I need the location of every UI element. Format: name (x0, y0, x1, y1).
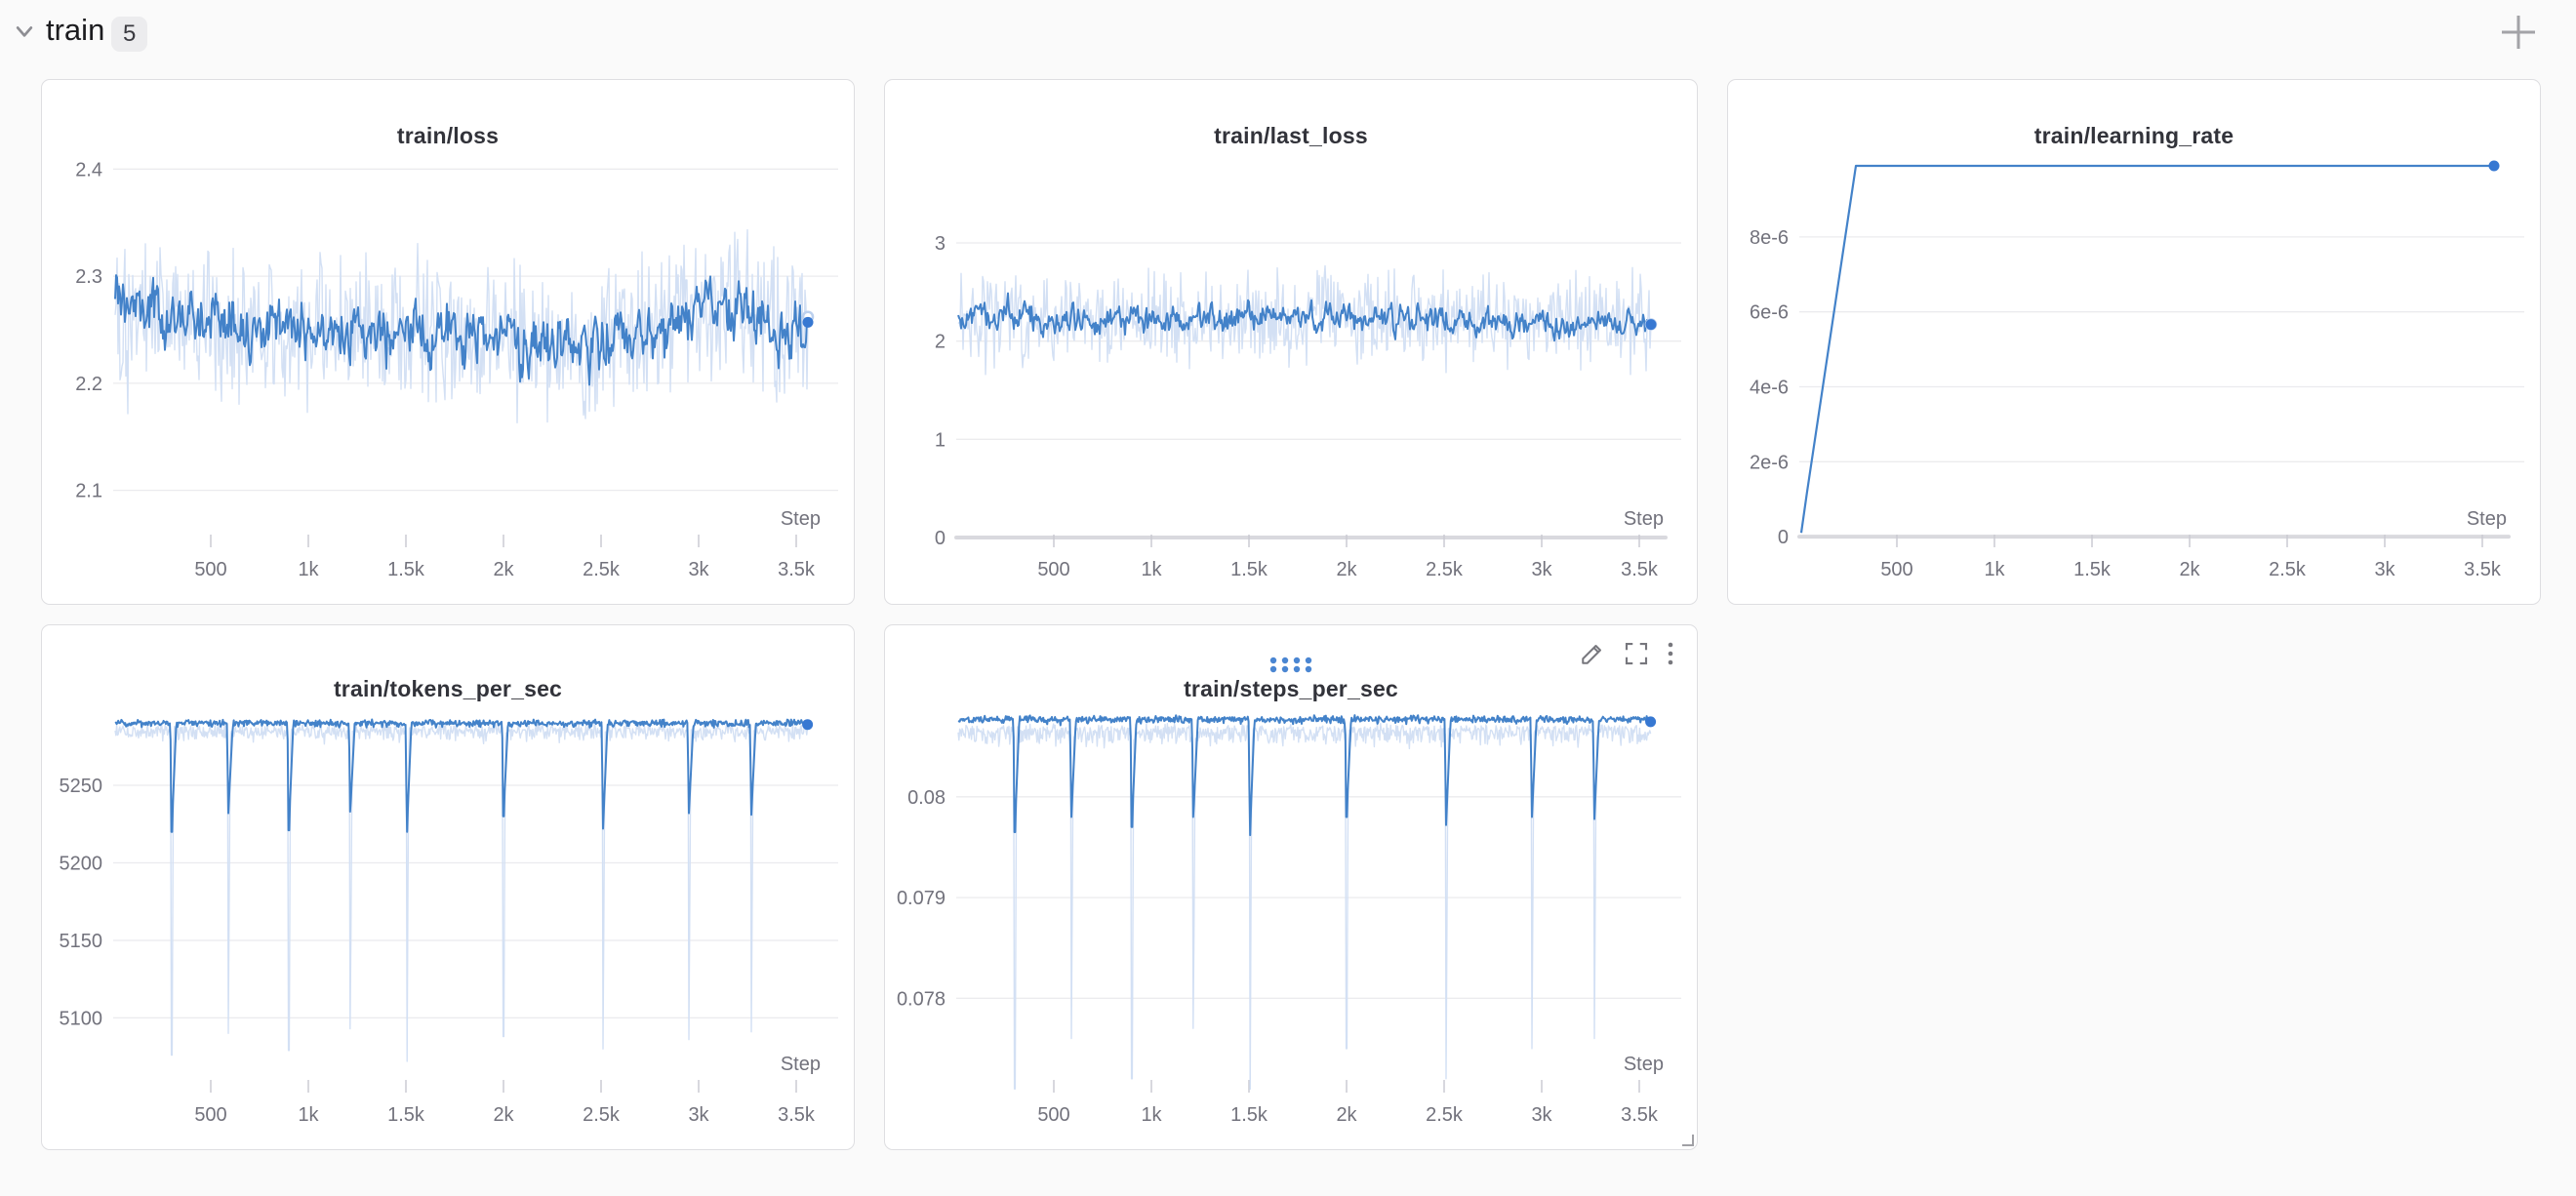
svg-text:2k: 2k (493, 559, 514, 580)
svg-text:500: 500 (1880, 559, 1912, 580)
svg-text:3k: 3k (2374, 559, 2395, 580)
svg-text:3k: 3k (688, 559, 709, 580)
section-header: train 5 (0, 0, 2576, 76)
svg-text:3k: 3k (688, 1104, 709, 1126)
svg-text:1k: 1k (1141, 559, 1162, 580)
svg-text:500: 500 (1037, 559, 1069, 580)
svg-text:2.5k: 2.5k (583, 559, 621, 580)
drag-handle-icon[interactable] (1268, 656, 1314, 674)
svg-text:2k: 2k (493, 1104, 514, 1126)
svg-text:1.5k: 1.5k (1230, 559, 1268, 580)
panel-train-steps-per-sec: 0.08 0.079 0.078 500 1k 1.5k 2k 2.5k 3k 3.5k Step … (884, 624, 1698, 1150)
panel-count-badge: 5 (111, 17, 148, 52)
svg-text:3: 3 (935, 233, 946, 255)
chart-title: train/last_loss (1214, 123, 1368, 148)
chart-canvas[interactable]: 5250 5200 5150 5100 500 1k 1.5k 2k 2.5k 3k 3.5k Ste… (42, 625, 856, 1151)
svg-text:1k: 1k (298, 559, 319, 580)
svg-text:1k: 1k (1141, 1104, 1162, 1126)
svg-text:Step: Step (1624, 508, 1664, 530)
svg-text:5100: 5100 (60, 1008, 103, 1029)
svg-text:3k: 3k (1531, 559, 1552, 580)
svg-text:500: 500 (194, 1104, 226, 1126)
svg-text:4e-6: 4e-6 (1750, 377, 1789, 398)
svg-text:5150: 5150 (60, 931, 103, 952)
svg-text:2.1: 2.1 (75, 481, 102, 502)
chart-canvas[interactable]: 2.4 2.3 2.2 2.1 500 1k 1.5k 2k 2.5k 3k 3.5k Step (42, 80, 856, 606)
svg-text:5200: 5200 (60, 853, 103, 874)
panel-toolbar (1578, 639, 1675, 668)
svg-text:500: 500 (1037, 1104, 1069, 1126)
svg-text:500: 500 (194, 559, 226, 580)
svg-text:2k: 2k (1336, 559, 1357, 580)
svg-text:Step: Step (781, 508, 821, 530)
chart-title: train/steps_per_sec (1184, 676, 1398, 701)
resize-handle[interactable] (1682, 1135, 1694, 1146)
panel-train-learning-rate: 8e-6 6e-6 4e-6 2e-6 0 500 1k 1.5k 2k 2.5k 3k 3.5k St… (1727, 79, 2541, 605)
svg-text:1: 1 (935, 429, 946, 451)
svg-text:1.5k: 1.5k (387, 559, 425, 580)
chart-canvas[interactable]: 3 2 1 0 500 1k 1.5k 2k 2.5k 3k 3.5k Step (885, 80, 1699, 606)
svg-text:2.5k: 2.5k (583, 1104, 621, 1126)
svg-text:3.5k: 3.5k (2464, 559, 2502, 580)
svg-text:0: 0 (1778, 527, 1789, 548)
svg-text:2.5k: 2.5k (1426, 1104, 1464, 1126)
svg-text:3.5k: 3.5k (778, 559, 816, 580)
expand-fullscreen-icon[interactable] (1622, 639, 1651, 668)
section-title: train (46, 13, 105, 47)
svg-text:Step: Step (2467, 508, 2507, 530)
svg-text:1.5k: 1.5k (387, 1104, 425, 1126)
svg-text:2.5k: 2.5k (1426, 559, 1464, 580)
svg-text:2e-6: 2e-6 (1750, 452, 1789, 473)
svg-text:3.5k: 3.5k (1621, 559, 1659, 580)
svg-text:8e-6: 8e-6 (1750, 227, 1789, 249)
add-panel-button[interactable] (2498, 12, 2539, 53)
svg-text:1.5k: 1.5k (1230, 1104, 1268, 1126)
chart-title: train/loss (396, 123, 500, 148)
panel-train-loss: 2.4 2.3 2.2 2.1 500 1k 1.5k 2k 2.5k 3k 3.5k Step tr… (41, 79, 855, 605)
svg-text:3.5k: 3.5k (778, 1104, 816, 1126)
chart-canvas[interactable]: 0.08 0.079 0.078 500 1k 1.5k 2k 2.5k 3k 3.5k Step (885, 625, 1699, 1151)
svg-text:2: 2 (935, 332, 946, 353)
svg-text:2k: 2k (2179, 559, 2200, 580)
svg-text:3.5k: 3.5k (1621, 1104, 1659, 1126)
svg-text:1k: 1k (298, 1104, 319, 1126)
kebab-menu-icon[interactable] (1666, 639, 1675, 668)
chart-canvas[interactable]: 8e-6 6e-6 4e-6 2e-6 0 500 1k 1.5k 2k 2.5k 3k 3.5k St… (1728, 80, 2542, 606)
svg-text:0.08: 0.08 (907, 787, 946, 809)
svg-text:5250: 5250 (60, 776, 103, 797)
svg-text:2.2: 2.2 (75, 374, 102, 395)
chevron-down-icon[interactable] (8, 16, 41, 49)
svg-text:0.079: 0.079 (897, 888, 946, 909)
chart-title: train/tokens_per_sec (333, 676, 563, 701)
edit-pencil-icon[interactable] (1578, 639, 1607, 668)
svg-text:0.078: 0.078 (897, 988, 946, 1010)
svg-text:2k: 2k (1336, 1104, 1357, 1126)
svg-text:1.5k: 1.5k (2073, 559, 2112, 580)
svg-text:2.5k: 2.5k (2269, 559, 2307, 580)
svg-text:Step: Step (1624, 1054, 1664, 1075)
svg-text:Step: Step (781, 1054, 821, 1075)
svg-text:2.3: 2.3 (75, 266, 102, 288)
panel-train-last-loss: 3 2 1 0 500 1k 1.5k 2k 2.5k 3k 3.5k Step train/last… (884, 79, 1698, 605)
svg-text:2.4: 2.4 (75, 159, 102, 180)
svg-text:1k: 1k (1984, 559, 2005, 580)
svg-text:3k: 3k (1531, 1104, 1552, 1126)
chart-title: train/learning_rate (2033, 123, 2234, 148)
svg-text:0: 0 (935, 528, 946, 549)
panel-train-tokens-per-sec: 5250 5200 5150 5100 500 1k 1.5k 2k 2.5k 3k 3.5k Ste… (41, 624, 855, 1150)
svg-text:6e-6: 6e-6 (1750, 302, 1789, 324)
